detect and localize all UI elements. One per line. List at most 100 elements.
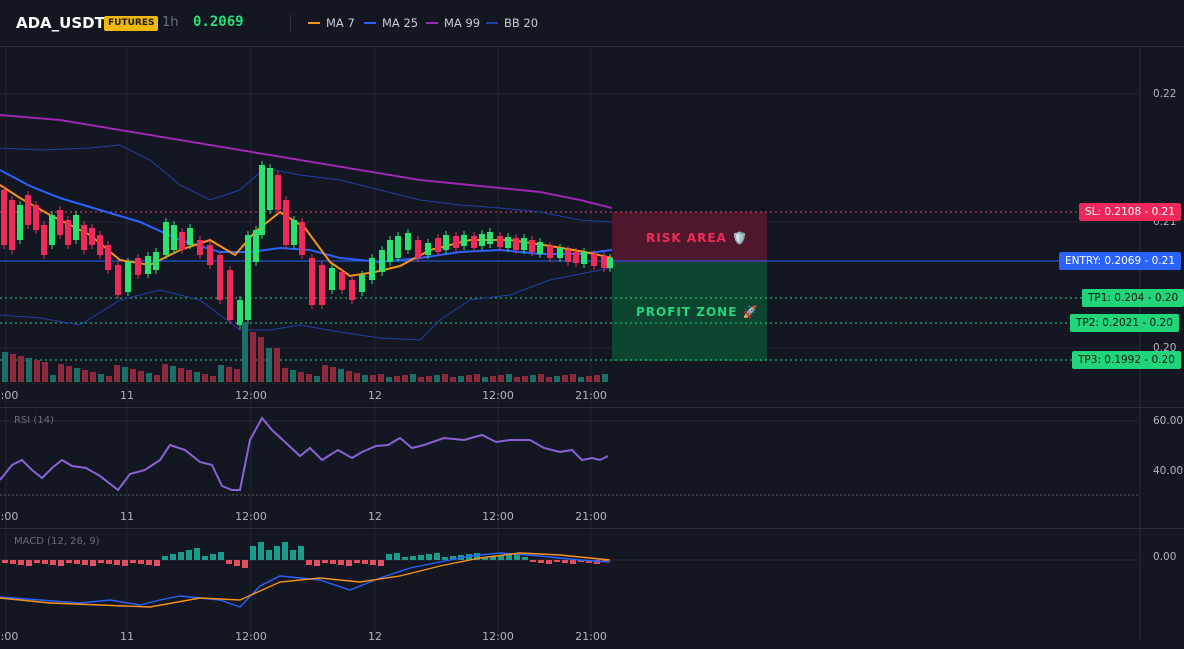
candle-body <box>115 265 121 295</box>
macd-histogram-bar <box>34 560 40 563</box>
stop-loss-tag[interactable]: SL: 0.2108 - 0.21 <box>1079 203 1181 221</box>
tp3-tag[interactable]: TP3: 0.1992 - 0.20 <box>1072 351 1181 369</box>
futures-badge: FUTURES <box>104 16 159 31</box>
legend-ma25-label: MA 25 <box>382 16 419 30</box>
candle-body <box>187 228 193 245</box>
macd-histogram-bar <box>490 556 496 560</box>
volume-bar <box>258 337 264 382</box>
volume-bar <box>522 376 528 382</box>
macd-histogram-bar <box>586 560 592 563</box>
macd-histogram-bar <box>282 542 288 560</box>
time-axis-label: 12:00 <box>235 510 267 523</box>
candle-body <box>9 200 15 250</box>
candle-body <box>283 200 289 245</box>
volume-bar <box>410 374 416 382</box>
rsi-axis-label: 40.00 <box>1153 465 1184 477</box>
legend-ma99-label: MA 99 <box>444 16 481 30</box>
candle-body <box>81 225 87 250</box>
candle-body <box>487 232 493 244</box>
rsi-pane-label[interactable]: RSI (14) <box>14 415 54 426</box>
tp1-tag[interactable]: TP1: 0.204 - 0.20 <box>1082 289 1184 307</box>
ma25-line <box>0 169 613 264</box>
legend-ma7[interactable]: MA 7 <box>308 16 355 30</box>
candle-body <box>41 225 47 255</box>
macd-pane-divider[interactable] <box>0 528 1184 529</box>
candle-body <box>17 205 23 240</box>
macd-histogram-bar <box>130 560 136 563</box>
macd-histogram-bar <box>474 553 480 560</box>
volume-bar <box>394 376 400 382</box>
macd-histogram-bar <box>122 560 128 566</box>
candle-body <box>443 235 449 250</box>
rsi-pane-divider[interactable] <box>0 407 1184 408</box>
volume-bar <box>170 366 176 382</box>
macd-histogram-bar <box>538 560 544 563</box>
macd-pane-label[interactable]: MACD (12, 26, 9) <box>14 536 100 547</box>
macd-histogram-bar <box>186 550 192 560</box>
volume-bar <box>322 365 328 382</box>
volume-bar <box>74 368 80 382</box>
candle-body <box>349 280 355 300</box>
time-axis-label: 12:00 <box>235 630 267 643</box>
volume-bar <box>130 369 136 382</box>
volume-bar <box>106 376 112 382</box>
macd-histogram-bar <box>506 554 512 560</box>
volume-bar <box>234 369 240 382</box>
candle-body <box>591 254 597 266</box>
macd-histogram-bar <box>354 560 360 563</box>
legend-bb20[interactable]: BB 20 <box>486 16 538 30</box>
legend-ma25[interactable]: MA 25 <box>364 16 418 30</box>
chart-header: ADA_USDT FUTURES 1h 0.2069 MA 7 MA 25 MA… <box>0 0 1184 46</box>
candle-body <box>57 210 63 235</box>
volume-bar <box>538 374 544 382</box>
macd-histogram-bar <box>378 560 384 566</box>
legend-bb20-label: BB 20 <box>504 16 539 30</box>
ma99-line <box>0 114 613 209</box>
volume-bar <box>474 374 480 382</box>
macd-histogram-bar <box>154 560 160 566</box>
macd-histogram-bar <box>394 553 400 560</box>
candle-body <box>153 252 159 270</box>
candle-body <box>453 236 459 248</box>
timeframe-label[interactable]: 1h <box>162 15 179 30</box>
candle-body <box>435 238 441 252</box>
macd-histogram-bar <box>322 560 328 563</box>
time-axis-label: 11 <box>120 389 134 402</box>
bollinger-lower-line <box>0 267 613 341</box>
volume-bar <box>314 376 320 382</box>
volume-bar <box>122 367 128 382</box>
macd-histogram-bar <box>306 560 312 565</box>
volume-bar <box>58 364 64 382</box>
volume-bar <box>178 368 184 382</box>
macd-histogram-bar <box>386 554 392 560</box>
candle-body <box>105 245 111 270</box>
volume-bar <box>602 374 608 382</box>
tp2-tag[interactable]: TP2: 0.2021 - 0.20 <box>1070 314 1179 332</box>
macd-histogram-bar <box>578 560 584 562</box>
legend-ma7-label: MA 7 <box>326 16 355 30</box>
time-axis-label: 11 <box>120 630 134 643</box>
time-axis-label: 21:00 <box>575 389 607 402</box>
legend-ma99[interactable]: MA 99 <box>426 16 480 30</box>
macd-histogram-bar <box>170 554 176 560</box>
symbol-label[interactable]: ADA_USDT <box>16 14 105 32</box>
time-axis-label: 2:00 <box>0 630 19 643</box>
time-axis-label: 12:00 <box>482 389 514 402</box>
macd-histogram-bar <box>466 554 472 560</box>
volume-bar <box>546 377 552 382</box>
macd-line <box>0 552 611 608</box>
volume-bar <box>514 377 520 382</box>
volume-bar <box>466 375 472 382</box>
volume-bar <box>34 360 40 382</box>
macd-histogram-bar <box>10 560 16 564</box>
volume-bar <box>18 356 24 382</box>
candle-body <box>49 215 55 245</box>
macd-histogram-bar <box>90 560 96 566</box>
header-divider <box>290 14 291 32</box>
volume-bar <box>298 372 304 382</box>
macd-histogram-bar <box>234 560 240 566</box>
entry-tag[interactable]: ENTRY: 0.2069 - 0.21 <box>1059 252 1182 270</box>
volume-bar <box>554 376 560 382</box>
time-axis-label: 12:00 <box>482 630 514 643</box>
